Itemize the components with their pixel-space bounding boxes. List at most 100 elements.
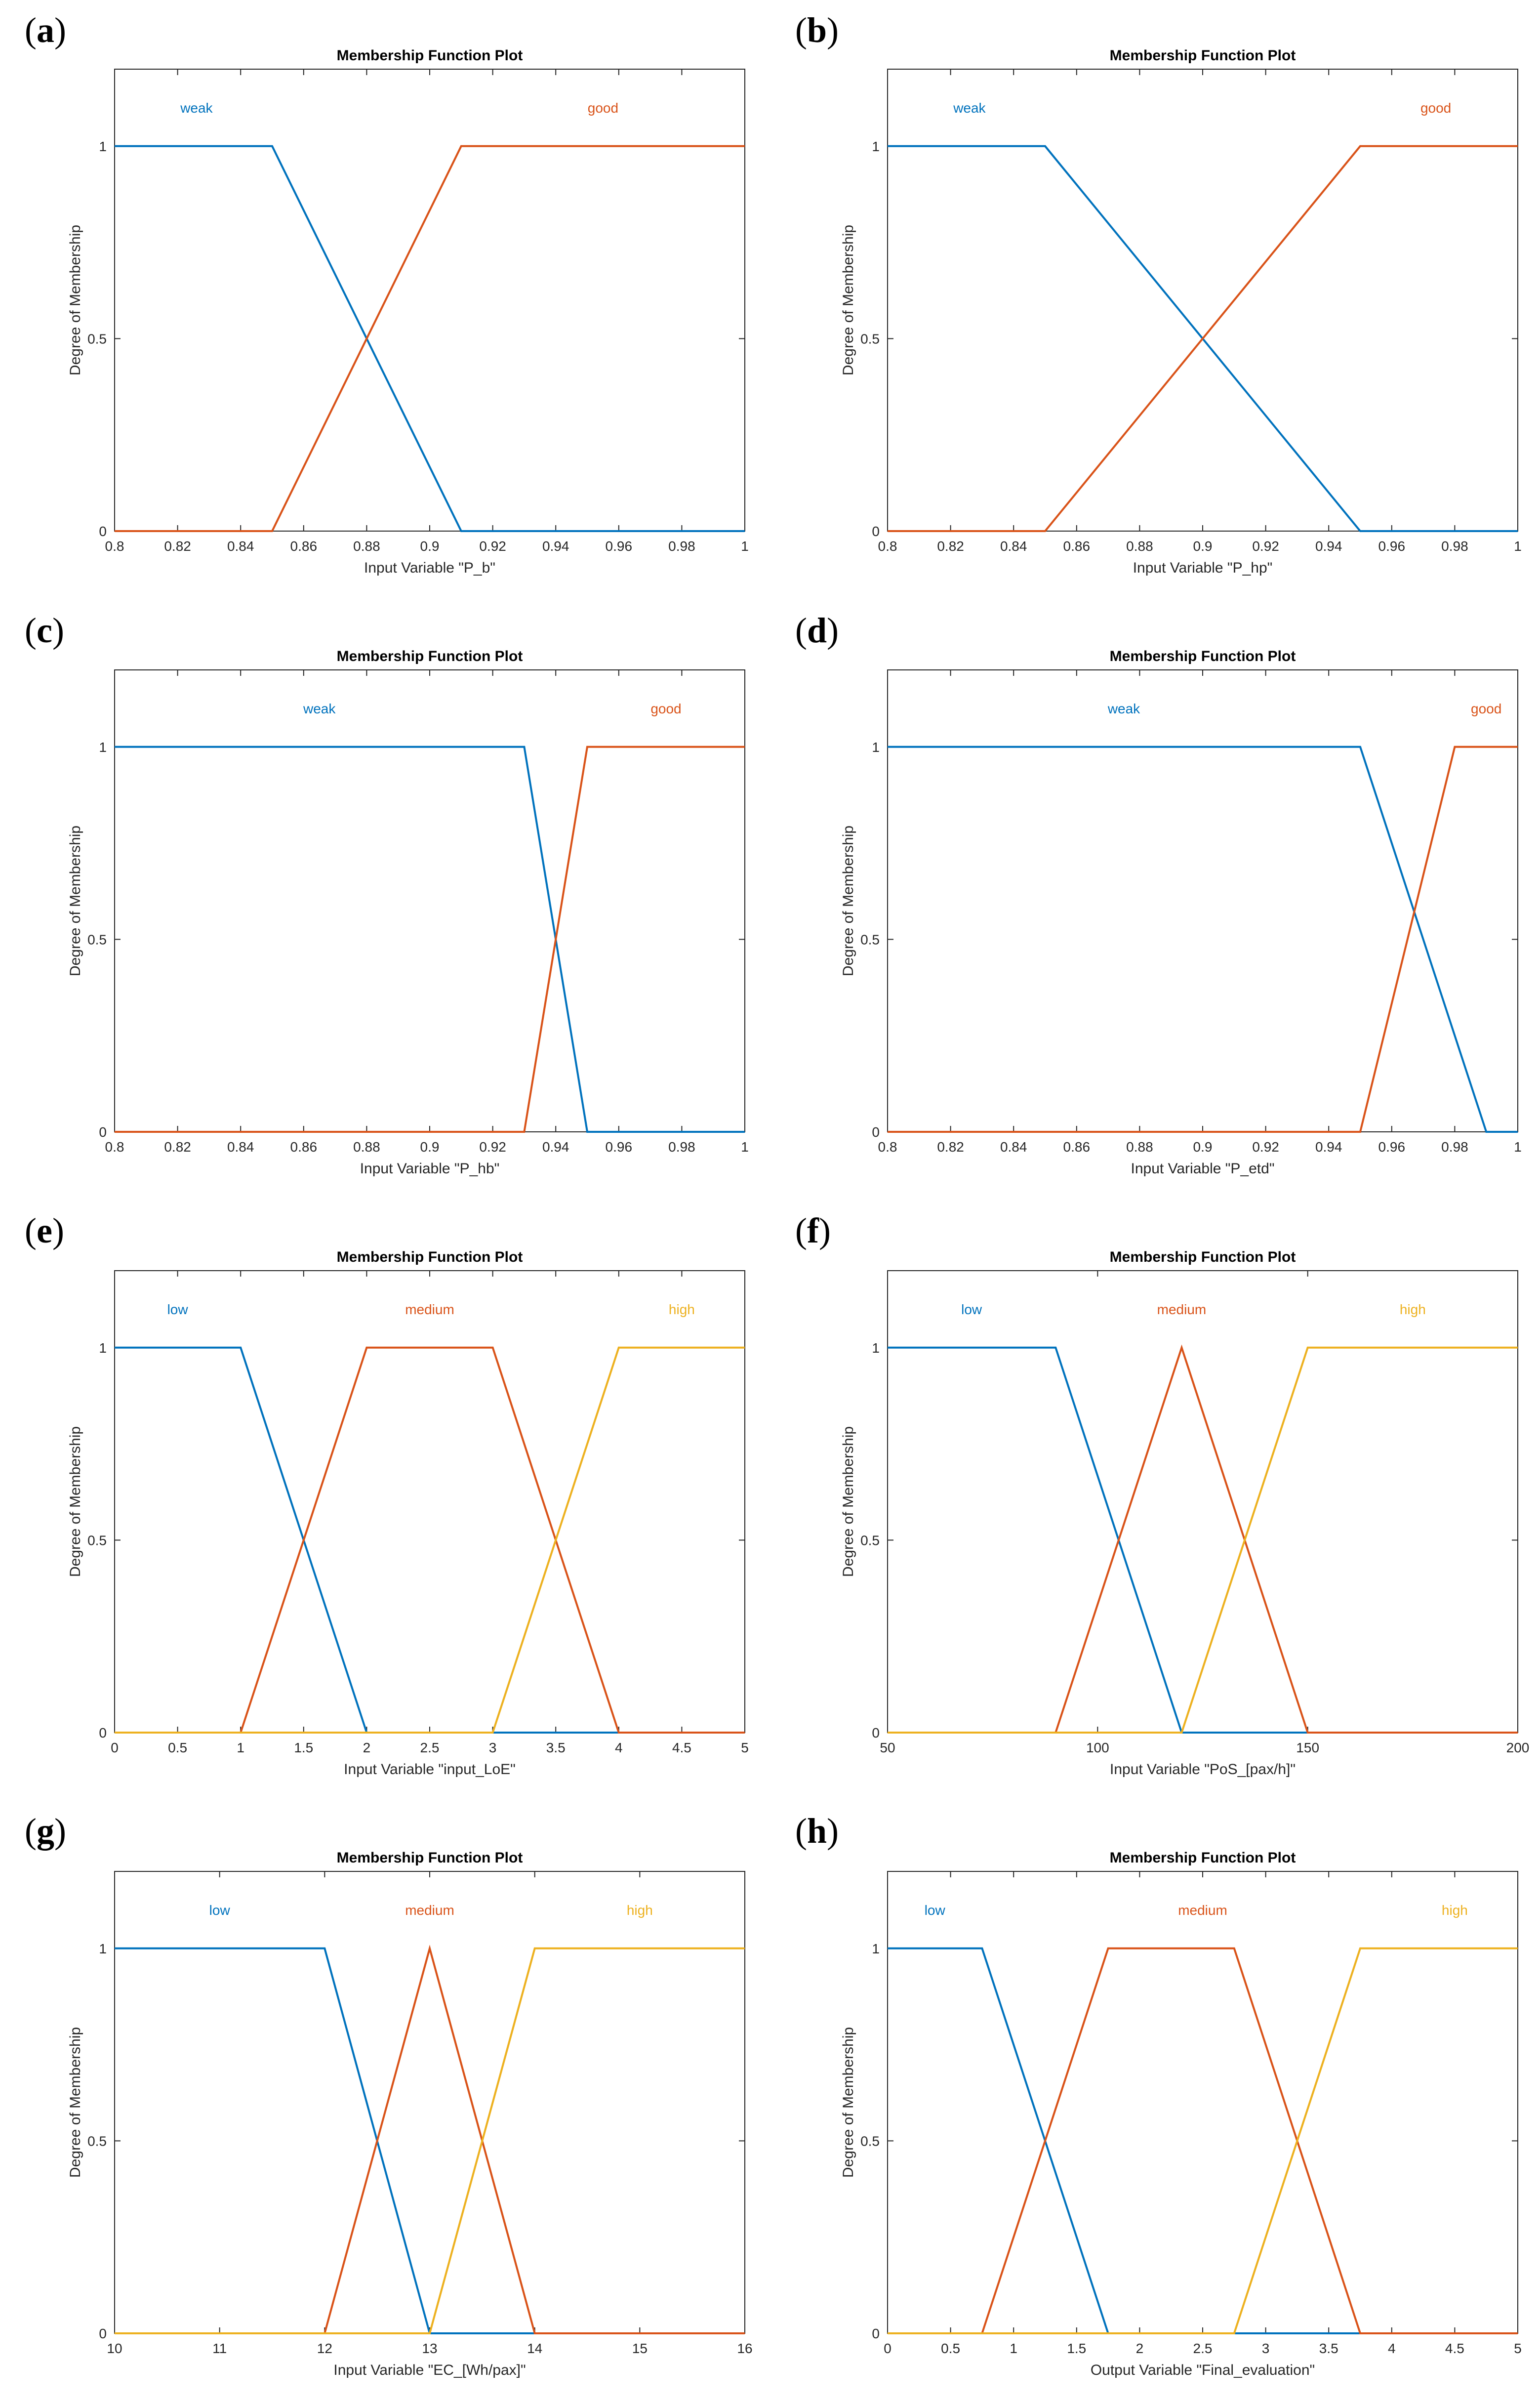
x-tick-label: 0.96 xyxy=(1378,538,1406,554)
x-tick-label: 0.98 xyxy=(1441,538,1468,554)
x-tick-label: 4.5 xyxy=(672,1740,691,1755)
x-tick-label: 0.94 xyxy=(542,538,569,554)
chart-title: Membership Function Plot xyxy=(337,1850,523,1866)
y-axis-label: Degree of Membership xyxy=(67,826,83,976)
y-tick-label: 1 xyxy=(99,1340,107,1356)
series-label-weak: weak xyxy=(303,701,336,716)
chart-b: Membership Function Plot 0.8 0.82 0.84 0.86 0… xyxy=(840,47,1522,576)
chart-d: Membership Function Plot 0.8 0.82 0.84 0.86 0… xyxy=(840,648,1522,1177)
x-tick-label: 0.84 xyxy=(1000,538,1027,554)
plot-area xyxy=(114,669,745,1132)
plot-area xyxy=(114,1871,745,2334)
x-tick-label: 0.92 xyxy=(479,538,506,554)
series-line-good xyxy=(888,145,1518,532)
y-tick-label: 0.5 xyxy=(87,932,107,947)
y-axis-label: Degree of Membership xyxy=(67,2027,83,2178)
series-label-low: low xyxy=(167,1302,189,1317)
panel-label-g: (g) xyxy=(25,1811,66,1851)
x-axis-label: Input Variable "P_etd" xyxy=(1131,1160,1275,1177)
x-axis-label: Input Variable "input_LoE" xyxy=(344,1761,516,1778)
x-tick-label: 3.5 xyxy=(546,1740,566,1755)
x-tick-label: 0.86 xyxy=(1063,1139,1091,1155)
y-tick-label: 0 xyxy=(99,524,107,539)
chart-title: Membership Function Plot xyxy=(337,1249,523,1265)
x-tick-label: 0.88 xyxy=(1126,538,1153,554)
x-tick-label: 0.88 xyxy=(1126,1139,1153,1155)
x-axis-label: Input Variable "EC_[Wh/pax]" xyxy=(333,2362,526,2378)
x-tick-label: 0.84 xyxy=(227,1139,254,1155)
y-tick-label: 1 xyxy=(872,1941,880,1956)
panel-label-c: (c) xyxy=(25,611,64,650)
x-tick-label: 2.5 xyxy=(1193,2341,1213,2356)
x-tick-label: 0.84 xyxy=(1000,1139,1027,1155)
chart-c: Membership Function Plot 0.8 0.82 0.84 0.86 0… xyxy=(67,648,749,1177)
x-axis-label: Input Variable "P_b" xyxy=(364,560,495,576)
y-tick-label: 0.5 xyxy=(87,1532,107,1548)
x-tick-label: 0.94 xyxy=(542,1139,569,1155)
x-tick-label: 4.5 xyxy=(1445,2341,1464,2356)
x-tick-label: 0.86 xyxy=(290,538,318,554)
y-tick-label: 0.5 xyxy=(860,331,880,346)
x-tick-label: 4 xyxy=(615,1740,623,1755)
series-label-medium: medium xyxy=(405,1903,454,1918)
chart-g: Membership Function Plot 10 11 12 13 14 15 16 0 0… xyxy=(67,1850,753,2378)
y-tick-label: 1 xyxy=(872,740,880,755)
y-tick-label: 1 xyxy=(99,740,107,755)
plot-area xyxy=(887,1871,1518,2334)
series-label-high: high xyxy=(669,1302,695,1317)
series-line-high xyxy=(888,1947,1518,2334)
series-label-low: low xyxy=(209,1903,231,1918)
panel-label-f: (f) xyxy=(795,1211,831,1250)
x-tick-label: 11 xyxy=(212,2341,227,2356)
x-tick-label: 150 xyxy=(1296,1740,1319,1755)
plot-area xyxy=(887,1270,1518,1733)
y-tick-label: 0.5 xyxy=(87,2133,107,2149)
y-axis-label: Degree of Membership xyxy=(840,1426,856,1577)
series-label-high: high xyxy=(627,1903,653,1918)
x-tick-label: 0.5 xyxy=(168,1740,187,1755)
x-tick-label: 0.96 xyxy=(606,1139,633,1155)
x-tick-label: 15 xyxy=(632,2341,648,2356)
x-tick-label: 1 xyxy=(1514,1139,1522,1155)
x-tick-label: 0.94 xyxy=(1315,1139,1342,1155)
x-tick-label: 0.5 xyxy=(941,2341,960,2356)
x-tick-label: 0.82 xyxy=(164,538,191,554)
x-tick-label: 0.96 xyxy=(1378,1139,1406,1155)
chart-f: Membership Function Plot 50 100 150 200 0 0.5 1… xyxy=(840,1249,1529,1778)
y-tick-label: 1 xyxy=(872,1340,880,1356)
series-label-medium: medium xyxy=(405,1302,454,1317)
x-tick-label: 0 xyxy=(111,1740,119,1755)
chart-title: Membership Function Plot xyxy=(1110,1249,1296,1265)
y-tick-label: 0 xyxy=(872,1725,880,1740)
x-tick-label: 0.92 xyxy=(1252,1139,1279,1155)
panel-label-h: (h) xyxy=(795,1811,839,1851)
y-tick-label: 0 xyxy=(99,1124,107,1140)
x-tick-label: 0 xyxy=(884,2341,892,2356)
series-label-good: good xyxy=(588,100,618,116)
y-tick-label: 0 xyxy=(872,1124,880,1140)
series-line-weak xyxy=(888,745,1518,1133)
x-tick-label: 0.98 xyxy=(668,1139,695,1155)
panel-label-a: (a) xyxy=(25,10,66,50)
y-axis-label: Degree of Membership xyxy=(67,225,83,375)
x-tick-label: 14 xyxy=(527,2341,542,2356)
x-tick-label: 0.8 xyxy=(105,1139,124,1155)
series-line-good xyxy=(888,745,1518,1133)
series-line-good xyxy=(115,145,745,532)
x-tick-label: 0.86 xyxy=(1063,538,1091,554)
x-axis-label: Input Variable "P_hb" xyxy=(360,1160,500,1177)
x-tick-label: 1.5 xyxy=(1067,2341,1086,2356)
x-tick-label: 2 xyxy=(363,1740,371,1755)
x-tick-label: 3 xyxy=(489,1740,497,1755)
x-tick-label: 1 xyxy=(1514,538,1522,554)
x-tick-label: 5 xyxy=(1514,2341,1522,2356)
y-axis-label: Degree of Membership xyxy=(67,1426,83,1577)
x-tick-label: 0.88 xyxy=(353,1139,380,1155)
plot-area xyxy=(887,69,1518,532)
x-tick-label: 13 xyxy=(422,2341,437,2356)
x-tick-label: 200 xyxy=(1506,1740,1530,1755)
x-tick-label: 1 xyxy=(237,1740,244,1755)
y-tick-label: 0 xyxy=(99,2326,107,2341)
